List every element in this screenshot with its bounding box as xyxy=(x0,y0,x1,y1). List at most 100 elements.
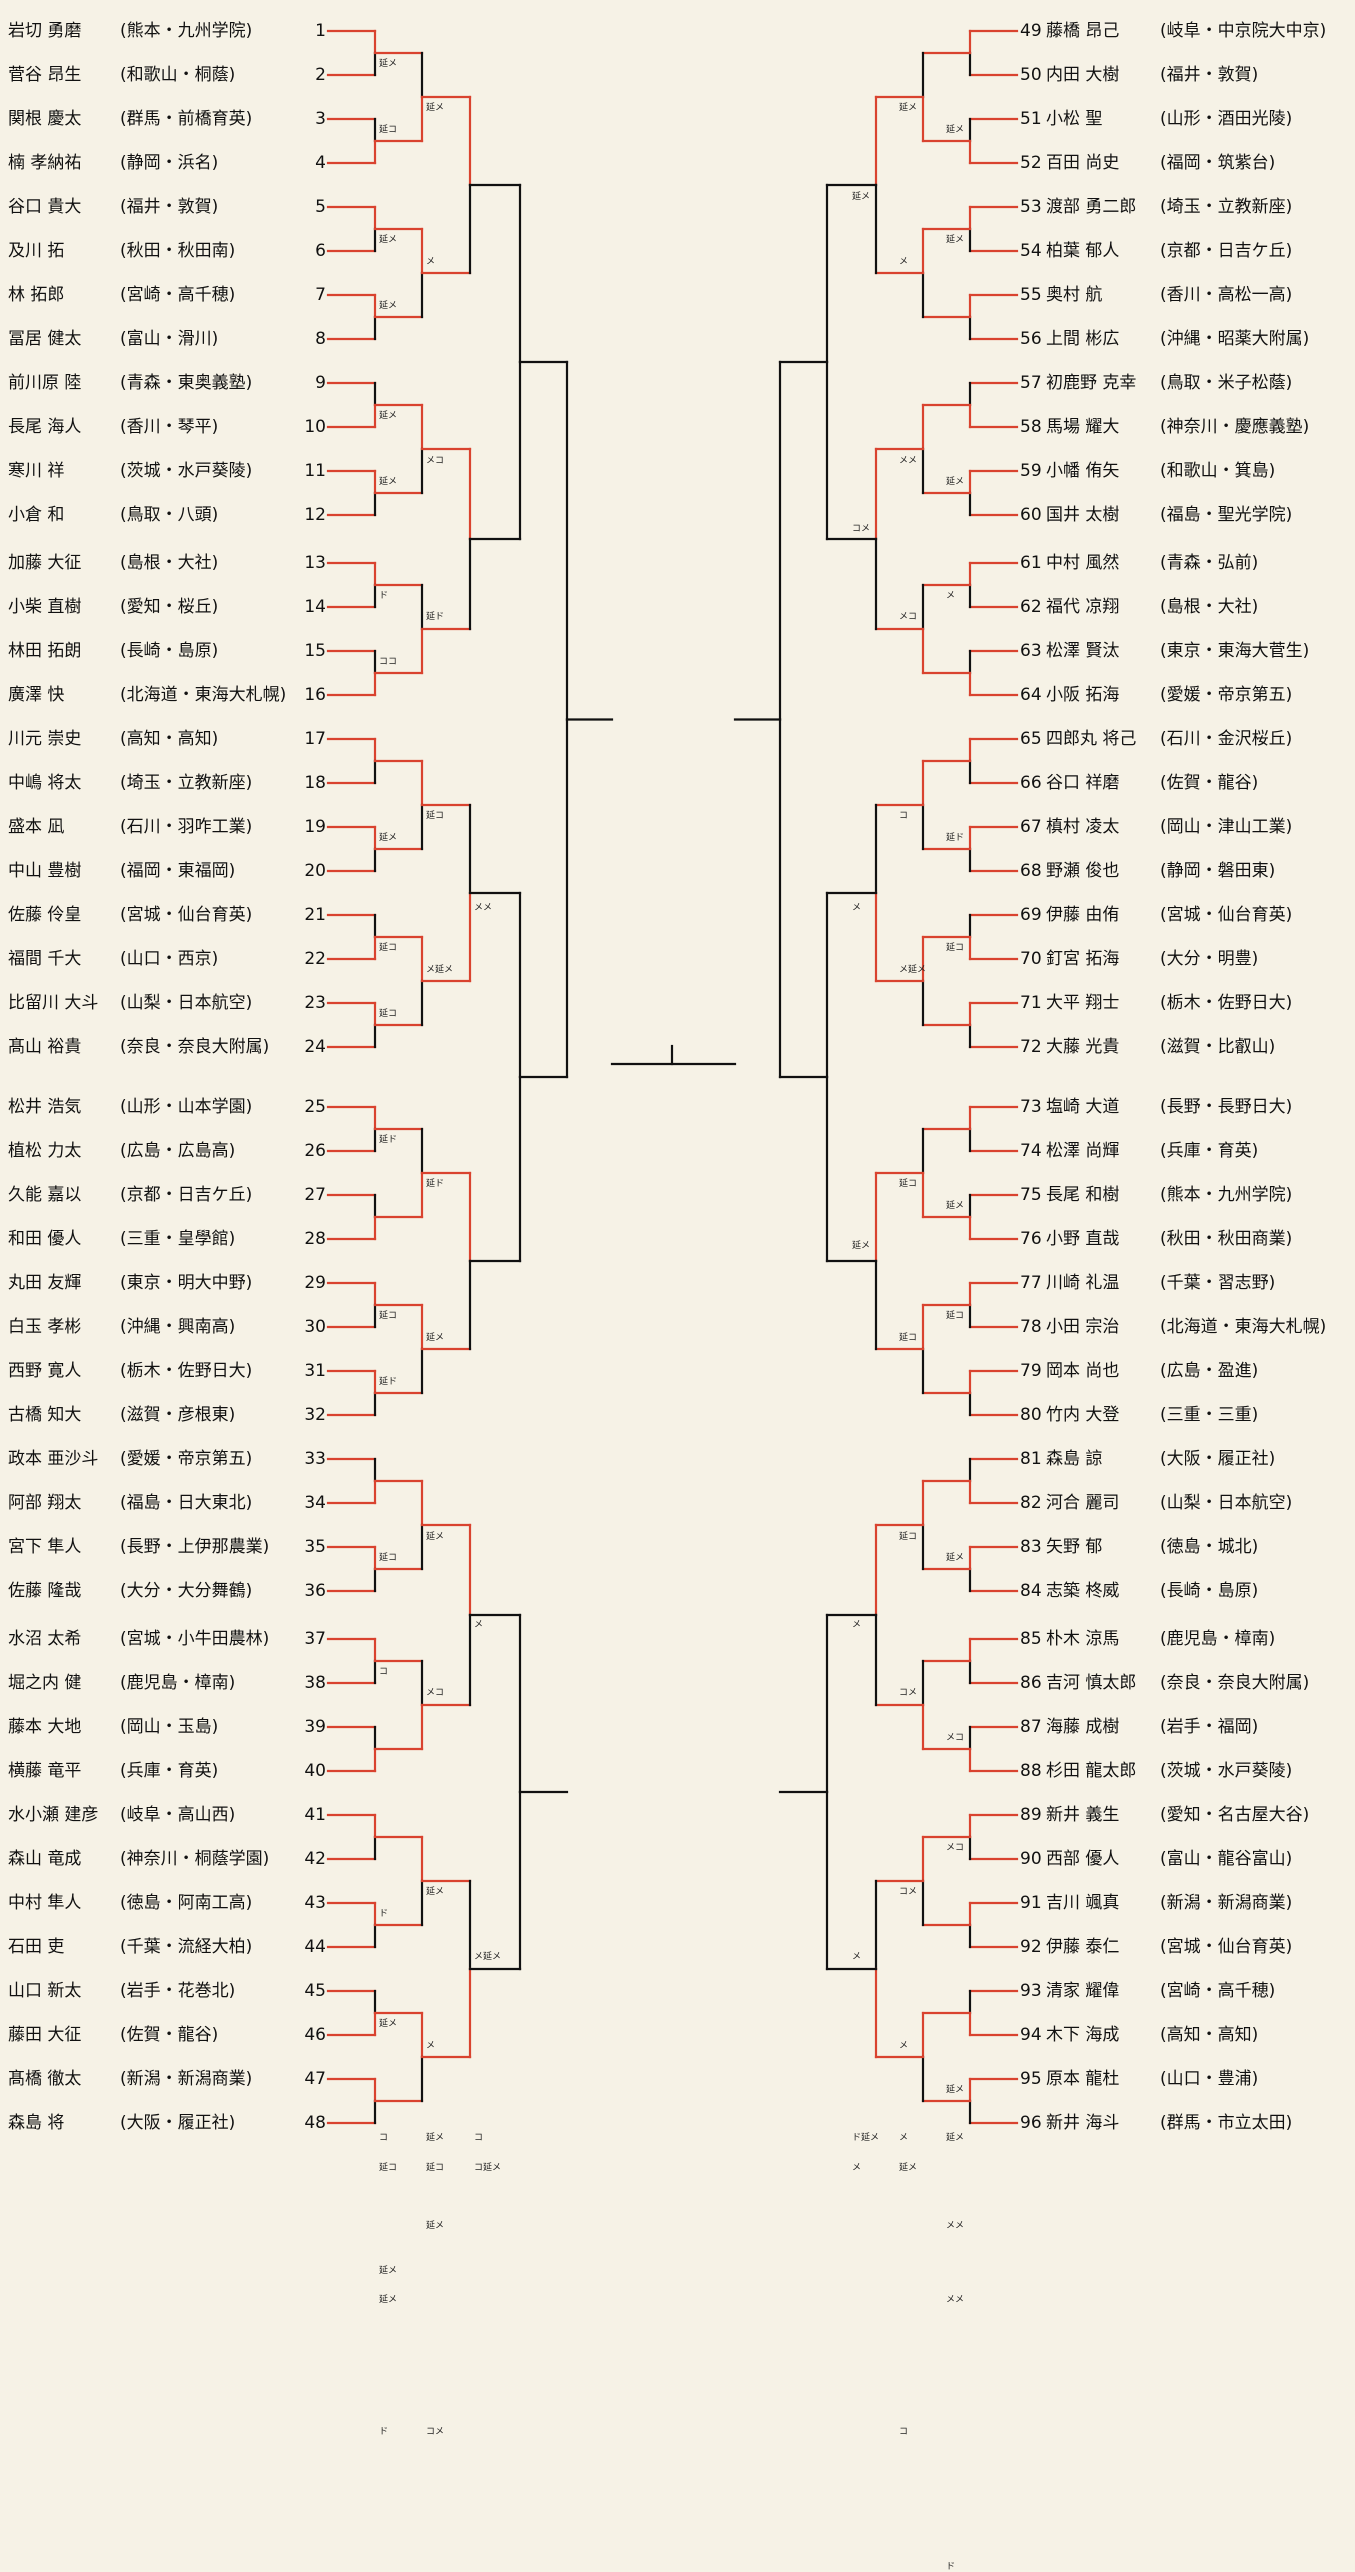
player-row: 67 槙村 凌太 (岡山・津山工業) xyxy=(0,810,1355,844)
player-seed: 14 xyxy=(304,597,326,617)
player-row: 72 大藤 光貴 (滋賀・比叡山) xyxy=(0,1030,1355,1064)
player-seed: 3 xyxy=(315,109,326,129)
player-seed: 43 xyxy=(304,1893,326,1913)
player-row: 52 百田 尚史 (福岡・筑紫台) xyxy=(0,146,1355,180)
player-row: 64 小阪 拓海 (愛媛・帝京第五) xyxy=(0,678,1355,712)
player-name: 石田 吏 xyxy=(8,1937,65,1957)
player-row: 小柴 直樹 (愛知・桜丘) 14 xyxy=(0,590,1355,624)
player-name: 朴木 涼馬 xyxy=(1046,1629,1120,1649)
player-row: 堀之内 健 (鹿児島・樟南) 38 xyxy=(0,1666,1355,1700)
player-name: 内田 大樹 xyxy=(1046,65,1120,85)
player-seed: 45 xyxy=(304,1981,326,2001)
player-row: 髙山 裕貴 (奈良・奈良大附属) 24 xyxy=(0,1030,1355,1064)
player-school: (愛媛・帝京第五) xyxy=(1160,685,1293,705)
result-tag: メメ xyxy=(474,903,493,913)
player-school: (和歌山・桐蔭) xyxy=(120,65,236,85)
player-name: 清家 耀偉 xyxy=(1046,1981,1120,2001)
player-name: 森島 将 xyxy=(8,2113,65,2133)
result-tag: ド延メ xyxy=(852,2133,880,2143)
player-row: 石田 吏 (千葉・流経大柏) 44 xyxy=(0,1930,1355,1964)
player-row: 86 吉河 慎太郎 (奈良・奈良大附属) xyxy=(0,1666,1355,1700)
result-tag: 延コ xyxy=(379,943,398,953)
player-school: (広島・盈進) xyxy=(1160,1361,1259,1381)
player-seed: 56 xyxy=(1020,329,1042,349)
player-name: 森山 竜成 xyxy=(8,1849,82,1869)
result-tag: 延メ xyxy=(899,103,918,113)
result-tag: 延メ xyxy=(946,125,965,135)
result-tag: ド xyxy=(946,2562,956,2572)
player-row: 楠 孝納祐 (静岡・浜名) 4 xyxy=(0,146,1355,180)
player-name: 宮下 隼人 xyxy=(8,1537,82,1557)
player-school: (福岡・筑紫台) xyxy=(1160,153,1276,173)
player-row: 小倉 和 (鳥取・八頭) 12 xyxy=(0,498,1355,532)
player-name: 大平 翔士 xyxy=(1046,993,1120,1013)
player-name: 国井 太樹 xyxy=(1046,505,1120,525)
player-row: 49 藤橋 昂己 (岐阜・中京院大中京) xyxy=(0,14,1355,48)
result-tag: 延メ xyxy=(852,1241,871,1251)
result-tag: 延コ xyxy=(379,1009,398,1019)
player-school: (愛媛・帝京第五) xyxy=(120,1449,253,1469)
player-school: (千葉・流経大柏) xyxy=(120,1937,253,1957)
player-name: 阿部 翔太 xyxy=(8,1493,82,1513)
player-name: 志築 柊威 xyxy=(1046,1581,1120,1601)
player-school: (青森・東奥義塾) xyxy=(120,373,253,393)
player-seed: 16 xyxy=(304,685,326,705)
player-seed: 65 xyxy=(1020,729,1042,749)
player-seed: 51 xyxy=(1020,109,1042,129)
player-row: 中村 隼人 (徳島・阿南工高) 43 xyxy=(0,1886,1355,1920)
result-tag: 延メ xyxy=(426,2221,445,2231)
player-row: 92 伊藤 泰仁 (宮城・仙台育英) xyxy=(0,1930,1355,1964)
player-school: (佐賀・龍谷) xyxy=(1160,773,1259,793)
player-school: (東京・東海大菅生) xyxy=(1160,641,1310,661)
result-tag: 延メ xyxy=(946,1553,965,1563)
player-row: 63 松澤 賢汰 (東京・東海大菅生) xyxy=(0,634,1355,668)
player-name: 杉田 龍太郎 xyxy=(1046,1761,1137,1781)
player-name: 楠 孝納祐 xyxy=(8,153,82,173)
player-row: 79 岡本 尚也 (広島・盈進) xyxy=(0,1354,1355,1388)
player-row: 西野 寛人 (栃木・佐野日大) 31 xyxy=(0,1354,1355,1388)
player-seed: 23 xyxy=(304,993,326,1013)
player-name: 初鹿野 克幸 xyxy=(1046,373,1137,393)
player-seed: 2 xyxy=(315,65,326,85)
player-seed: 72 xyxy=(1020,1037,1042,1057)
result-tag: 延コ xyxy=(899,1179,918,1189)
player-row: 81 森島 諒 (大阪・履正社) xyxy=(0,1442,1355,1476)
result-tag: ド xyxy=(379,591,389,601)
result-tag: 延メ xyxy=(426,1333,445,1343)
player-row: 60 国井 太樹 (福島・聖光学院) xyxy=(0,498,1355,532)
player-name: 長尾 和樹 xyxy=(1046,1185,1120,1205)
player-seed: 41 xyxy=(304,1805,326,1825)
result-tag: メコ xyxy=(426,1688,445,1698)
player-row: 56 上間 彬広 (沖縄・昭薬大附属) xyxy=(0,322,1355,356)
result-tag: メ xyxy=(852,2163,862,2173)
player-school: (長野・上伊那農業) xyxy=(120,1537,270,1557)
player-seed: 79 xyxy=(1020,1361,1042,1381)
player-name: 松井 浩気 xyxy=(8,1097,82,1117)
player-seed: 96 xyxy=(1020,2113,1042,2133)
player-name: 谷口 貴大 xyxy=(8,197,82,217)
player-school: (奈良・奈良大附属) xyxy=(1160,1673,1310,1693)
result-tag: 延メ xyxy=(899,2163,918,2173)
player-row: 80 竹内 大登 (三重・三重) xyxy=(0,1398,1355,1432)
player-seed: 40 xyxy=(304,1761,326,1781)
player-school: (石川・羽咋工業) xyxy=(120,817,253,837)
player-seed: 8 xyxy=(315,329,326,349)
player-row: 89 新井 義生 (愛知・名古屋大谷) xyxy=(0,1798,1355,1832)
player-school: (栃木・佐野日大) xyxy=(1160,993,1293,1013)
player-seed: 67 xyxy=(1020,817,1042,837)
player-name: 福間 千大 xyxy=(8,949,82,969)
player-name: 竹内 大登 xyxy=(1046,1405,1120,1425)
player-school: (大阪・履正社) xyxy=(120,2113,236,2133)
player-seed: 46 xyxy=(304,2025,326,2045)
player-school: (徳島・城北) xyxy=(1160,1537,1259,1557)
player-school: (福井・敦賀) xyxy=(120,197,219,217)
player-school: (栃木・佐野日大) xyxy=(120,1361,253,1381)
result-tag: メメ xyxy=(946,2221,965,2231)
result-tag: 延コ xyxy=(379,1553,398,1563)
player-row: 古橋 知大 (滋賀・彦根東) 32 xyxy=(0,1398,1355,1432)
player-seed: 61 xyxy=(1020,553,1042,573)
player-name: 廣澤 快 xyxy=(8,685,65,705)
player-row: 61 中村 風然 (青森・弘前) xyxy=(0,546,1355,580)
player-row: 66 谷口 祥磨 (佐賀・龍谷) xyxy=(0,766,1355,800)
player-school: (秋田・秋田商業) xyxy=(1160,1229,1293,1249)
